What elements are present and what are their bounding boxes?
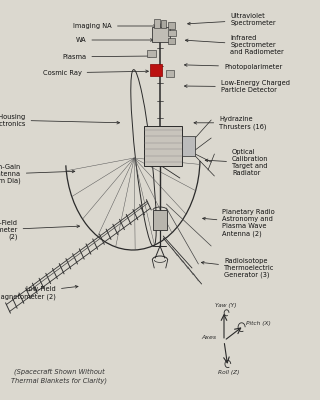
Text: Photopolarimeter: Photopolarimeter	[184, 64, 282, 70]
Text: High-Gain
Antenna
(3.7-m Dia): High-Gain Antenna (3.7-m Dia)	[0, 164, 75, 184]
Bar	[152, 27, 170, 42]
Text: Ultraviolet
Spectrometer: Ultraviolet Spectrometer	[188, 14, 276, 26]
Bar	[168, 38, 175, 44]
Text: Pitch (X): Pitch (X)	[246, 322, 271, 326]
Bar	[147, 50, 156, 57]
Text: Axes: Axes	[201, 335, 216, 340]
Text: Plasma: Plasma	[62, 54, 152, 60]
Text: (Spacecraft Shown Without
Thermal Blankets for Clarity): (Spacecraft Shown Without Thermal Blanke…	[11, 368, 107, 384]
Text: High-Field
Magnetometer
(2): High-Field Magnetometer (2)	[0, 220, 80, 240]
Bar	[166, 70, 174, 77]
Bar	[154, 19, 160, 28]
Text: Roll (Z): Roll (Z)	[218, 370, 239, 375]
Bar	[168, 22, 175, 29]
Bar	[168, 30, 176, 36]
Text: "Bus" Housing
Electronics: "Bus" Housing Electronics	[0, 114, 120, 126]
Bar	[153, 210, 167, 230]
Text: Planetary Radio
Astronomy and
Plasma Wave
Antenna (2): Planetary Radio Astronomy and Plasma Wav…	[203, 209, 275, 236]
Text: Infrared
Spectrometer
and Radiometer: Infrared Spectrometer and Radiometer	[185, 35, 284, 55]
Bar	[182, 136, 195, 156]
Text: Imaging NA: Imaging NA	[73, 23, 156, 29]
Bar	[150, 64, 162, 76]
Text: WA: WA	[76, 37, 153, 43]
Bar	[161, 20, 166, 28]
Text: Optical
Calibration
Target and
Radiator: Optical Calibration Target and Radiator	[205, 149, 268, 176]
Text: Low-Field
Magnetometer (2): Low-Field Magnetometer (2)	[0, 286, 78, 300]
Text: Low-Energy Charged
Particle Detector: Low-Energy Charged Particle Detector	[184, 80, 290, 93]
Text: Cosmic Ray: Cosmic Ray	[43, 70, 148, 76]
Text: Hydrazine
Thrusters (16): Hydrazine Thrusters (16)	[194, 116, 267, 130]
FancyBboxPatch shape	[144, 126, 182, 166]
Text: Radioisotope
Thermoelectric
Generator (3): Radioisotope Thermoelectric Generator (3…	[201, 258, 274, 278]
Text: Yaw (Y): Yaw (Y)	[215, 303, 236, 308]
